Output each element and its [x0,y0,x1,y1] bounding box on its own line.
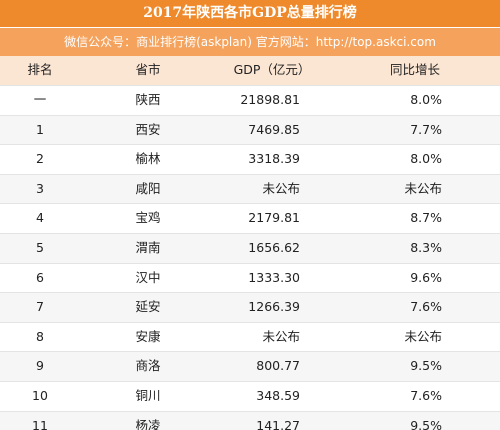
table-cell: 渭南 [135,239,161,255]
column-header: GDP（亿元） [233,62,311,77]
table-cell: 安康 [135,328,161,344]
table-cell: 21898.81 [240,92,300,107]
column-header: 排名 [27,62,53,77]
table-cell: 8.0% [410,151,442,167]
table-cell: 西安 [135,121,161,137]
table-cell: 141.27 [256,417,300,430]
table-cell: 348.59 [256,387,300,403]
table-cell: 9.5% [410,417,442,430]
table: 排名 省市 GDP（亿元） 同比增长一 陕西 21898.81 8.0% 1 西安 7469.85… [0,56,500,430]
table-cell: 7.7% [410,121,442,137]
table-cell: 铜川 [135,387,161,403]
header-row: 排名 省市 GDP（亿元） 同比增长 [0,56,500,86]
table-cell: 3 [36,180,44,196]
table-cell: 10 [32,387,48,403]
table-row: 一 陕西 21898.81 8.0% [0,86,500,116]
table-cell: 未公布 [262,328,300,344]
table-row: 9 商洛 800.77 9.5% [0,352,500,382]
table-cell: 9 [36,358,44,374]
table-cell: 8.7% [410,210,442,226]
table-row: 1 西安 7469.85 7.7% [0,115,500,146]
table-cell: 7.6% [410,299,442,315]
table-row: 8 安康 未公布 未公布 [0,323,500,353]
table-row: 6 汉中 1333.30 9.6% [0,264,500,294]
table-cell: 5 [36,239,44,255]
table-row: 11 杨凌 141.27 9.5% [0,411,500,430]
table-cell: 3318.39 [248,151,300,167]
table-cell: 未公布 [404,180,442,196]
table-cell: 陕西 [135,92,161,107]
table-cell: 11 [32,417,48,430]
table-cell: 商洛 [135,358,161,374]
table-cell: 宝鸡 [135,210,161,226]
table-cell: 1333.30 [248,269,300,285]
table-row: 10 铜川 348.59 7.6% [0,382,500,412]
table-cell: 榆林 [135,151,161,167]
table-row: 5 渭南 1656.62 8.3% [0,233,500,264]
table-cell: 7.6% [410,387,442,403]
table-cell: 6 [36,269,44,285]
table-cell: 咸阳 [135,180,161,196]
table-cell: 800.77 [256,358,300,374]
column-header: 省市 [135,62,161,77]
table-cell: 2179.81 [248,210,300,226]
table-cell: 一 [33,92,47,107]
table-cell: 7 [36,299,44,315]
table-cell: 延安 [135,299,161,315]
subtitle: 微信公众号：商业排行榜(askplan) 官方网站：http://top.ask… [0,27,500,56]
table-cell: 8.0% [410,92,442,107]
table-cell: 1656.62 [248,239,300,255]
table-cell: 4 [36,210,44,226]
table-cell: 8 [36,328,44,344]
table-cell: 2 [36,151,44,167]
table-row: 4 宝鸡 2179.81 8.7% [0,204,500,234]
table-cell: 7469.85 [248,121,300,137]
table-cell: 未公布 [262,180,300,196]
table-row: 2 榆林 3318.39 8.0% [0,145,500,175]
table-cell: 1266.39 [248,299,300,315]
table-cell: 未公布 [404,328,442,344]
table-row: 7 延安 1266.39 7.6% [0,293,500,323]
table-cell: 汉中 [135,269,161,285]
table-row: 3 咸阳 未公布 未公布 [0,174,500,205]
column-header: 同比增长 [389,62,440,77]
table-cell: 9.6% [410,269,442,285]
title: 2017年陕西各市GDP总量排行榜 [0,0,500,27]
table-cell: 杨凌 [135,417,161,430]
table-cell: 1 [36,121,44,137]
table-cell: 8.3% [410,239,442,255]
table-cell: 9.5% [410,358,442,374]
